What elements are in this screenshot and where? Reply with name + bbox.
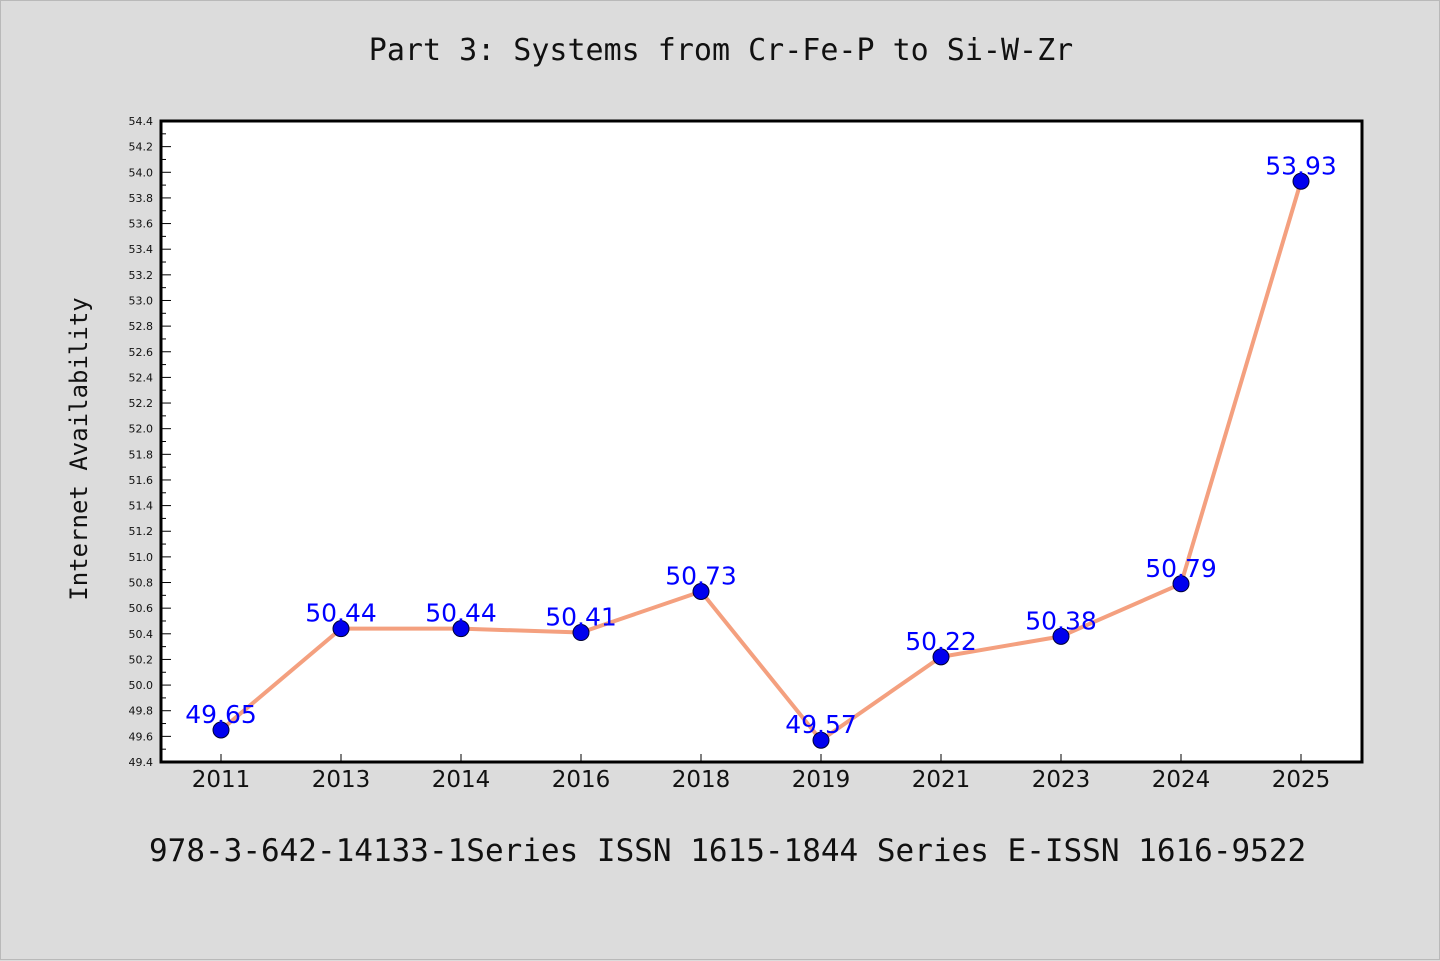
- data-point: [692, 582, 710, 600]
- y-tick-label: 51.6: [129, 474, 154, 487]
- data-point: [1292, 172, 1310, 190]
- y-tick-label: 50.4: [129, 628, 154, 641]
- x-tick-label: 2019: [792, 767, 851, 793]
- x-tick-label: 2023: [1032, 767, 1091, 793]
- series-group: 49.65 50.44 50.44 50.41 50.73 49.57 50.22 50.38…: [185, 151, 1337, 749]
- x-tick-label: 2025: [1272, 767, 1331, 793]
- data-label: 50.44: [425, 599, 497, 628]
- y-tick-label: 54.2: [129, 141, 154, 154]
- data-label: 50.73: [665, 561, 737, 590]
- data-label: 49.65: [185, 700, 257, 729]
- data-label: 49.57: [785, 710, 857, 739]
- y-tick-label: 53.6: [129, 218, 154, 231]
- y-tick-label: 52.6: [129, 346, 154, 359]
- y-tick-label: 52.4: [129, 371, 154, 384]
- y-tick-label: 51.2: [129, 525, 154, 538]
- y-axis: 49.4 49.6 49.8 50.0 50.2 50.4 50.6 50.8 51.0 51.2…: [129, 115, 171, 769]
- data-point: [932, 648, 950, 666]
- x-tick-label: 2014: [432, 767, 491, 793]
- y-tick-label: 53.0: [129, 294, 154, 307]
- y-tick-label: 53.4: [129, 243, 154, 256]
- y-tick-label: 52.2: [129, 397, 154, 410]
- x-tick-label: 2013: [312, 767, 371, 793]
- data-label: 50.22: [905, 627, 977, 656]
- y-tick-label: 52.0: [129, 423, 154, 436]
- data-label: 50.79: [1145, 554, 1217, 583]
- y-tick-label: 53.2: [129, 269, 154, 282]
- data-point: [1172, 575, 1190, 593]
- y-tick-label: 49.4: [129, 756, 154, 769]
- chart-title: Part 3: Systems from Cr-Fe-P to Si-W-Zr: [368, 33, 1074, 68]
- plot-area: [159, 119, 1364, 764]
- x-tick-label: 2021: [912, 767, 971, 793]
- x-tick-label: 2011: [192, 767, 251, 793]
- data-label: 50.44: [305, 599, 377, 628]
- y-tick-label: 51.0: [129, 551, 154, 564]
- y-tick-label: 50.0: [129, 679, 154, 692]
- data-label: 50.38: [1025, 606, 1097, 635]
- series-line: [219, 180, 1303, 743]
- data-point: [332, 620, 350, 638]
- y-tick-label: 50.2: [129, 653, 154, 666]
- y-axis-label: Internet Availability: [65, 297, 93, 600]
- y-tick-label: 50.6: [129, 602, 154, 615]
- y-tick-label: 54.4: [129, 115, 154, 128]
- x-tick-label: 2016: [552, 767, 611, 793]
- y-tick-label: 52.8: [129, 320, 154, 333]
- data-point: [212, 721, 230, 739]
- data-point: [1052, 627, 1070, 645]
- y-tick-label: 50.8: [129, 577, 154, 590]
- data-label: 50.41: [545, 603, 617, 632]
- data-label: 53.93: [1265, 151, 1337, 180]
- y-tick-label: 53.8: [129, 192, 154, 205]
- x-tick-label: 2018: [672, 767, 731, 793]
- x-axis: 2011 2013 2014 2016 2018 2019 2021 2023 2024 2025: [192, 754, 1331, 793]
- y-tick-label: 49.6: [129, 730, 154, 743]
- y-tick-label: 49.8: [129, 705, 154, 718]
- y-tick-label: 51.8: [129, 448, 154, 461]
- data-point: [572, 624, 590, 642]
- data-point: [812, 731, 830, 749]
- x-tick-label: 2024: [1152, 767, 1211, 793]
- data-point: [452, 620, 470, 638]
- y-tick-label: 54.0: [129, 166, 154, 179]
- y-tick-label: 51.4: [129, 500, 154, 513]
- footer-text: 978-3-642-14133-1Series ISSN 1615-1844 S…: [149, 833, 1307, 869]
